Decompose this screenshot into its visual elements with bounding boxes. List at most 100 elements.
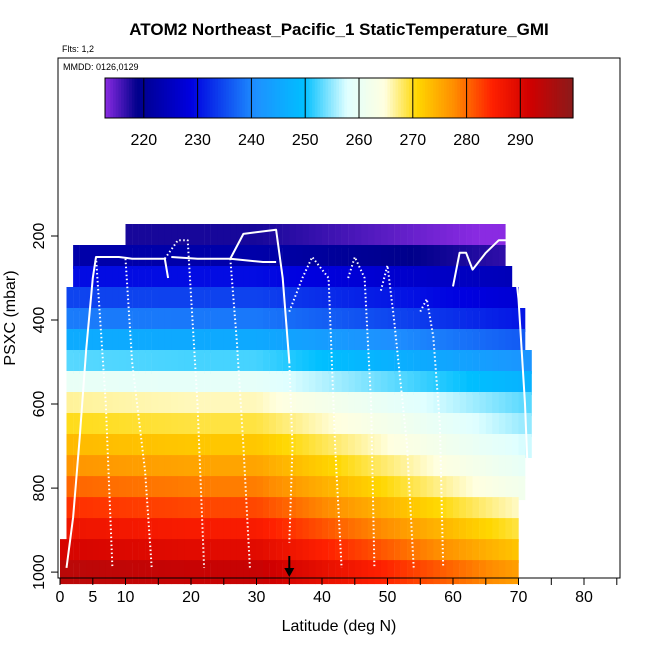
heatmap-cell xyxy=(466,518,473,543)
heatmap-cell xyxy=(295,497,303,522)
heatmap-cell xyxy=(439,560,447,585)
surface-marker-arrow xyxy=(284,556,295,577)
heatmap-cell xyxy=(315,434,323,458)
colorbar-segment xyxy=(379,78,383,118)
heatmap-cell xyxy=(341,476,349,501)
heatmap-cell xyxy=(322,476,329,501)
heatmap-cell xyxy=(387,560,395,585)
heatmap-cell xyxy=(269,392,277,416)
heatmap-cell xyxy=(420,413,428,437)
heatmap-cell xyxy=(132,329,139,353)
heatmap-cell xyxy=(380,539,388,564)
heatmap-cell xyxy=(112,287,120,311)
colorbar-segment xyxy=(559,78,563,118)
heatmap-cell xyxy=(400,266,408,290)
heatmap-cell xyxy=(217,287,224,311)
heatmap-cell xyxy=(263,497,270,522)
heatmap-cell xyxy=(348,539,355,564)
heatmap-cell xyxy=(485,560,493,585)
heatmap-cell xyxy=(243,497,251,522)
heatmap-cell xyxy=(66,539,74,564)
heatmap-cell xyxy=(348,455,355,480)
heatmap-cell xyxy=(230,266,238,290)
heatmap-cell xyxy=(466,392,473,416)
dates-note: MMDD: 0126,0129 xyxy=(63,62,139,72)
heatmap-cell xyxy=(191,392,198,416)
heatmap-cell xyxy=(328,518,336,543)
heatmap-cell xyxy=(505,371,513,395)
heatmap-cell xyxy=(459,266,467,290)
heatmap-cell xyxy=(217,392,224,416)
heatmap-cell xyxy=(518,455,526,480)
heatmap-cell xyxy=(73,560,80,585)
heatmap-cell xyxy=(505,413,513,437)
heatmap-cell xyxy=(118,329,126,353)
heatmap-cell xyxy=(407,455,414,480)
heatmap-cell xyxy=(367,539,375,564)
heatmap-cell xyxy=(204,245,211,269)
heatmap-cell xyxy=(302,539,310,564)
heatmap-cell xyxy=(413,539,421,564)
heatmap-cell xyxy=(145,266,152,290)
heatmap-cell xyxy=(145,329,152,353)
heatmap-cell xyxy=(289,392,297,416)
heatmap-cell xyxy=(387,497,395,522)
heatmap-cell xyxy=(374,224,382,248)
heatmap-cell xyxy=(433,266,441,290)
heatmap-cell xyxy=(217,539,224,564)
colorbar-segment xyxy=(239,78,243,118)
colorbar-segment xyxy=(492,78,496,118)
heatmap-cell xyxy=(243,476,251,501)
heatmap-cell xyxy=(184,434,192,458)
heatmap-cell xyxy=(256,434,264,458)
heatmap-cell xyxy=(230,308,238,332)
colorbar-segment xyxy=(325,78,329,118)
heatmap-cell xyxy=(511,497,519,522)
heatmap-cell xyxy=(479,476,486,501)
heatmap-cell xyxy=(184,224,192,248)
heatmap-cell xyxy=(446,518,454,543)
colorbar-segment xyxy=(295,78,300,118)
heatmap-cell xyxy=(472,371,480,395)
heatmap-cell xyxy=(400,497,408,522)
heatmap-cell xyxy=(263,350,270,374)
heatmap-cell xyxy=(420,350,428,374)
heatmap-cell xyxy=(66,434,74,458)
heatmap-cell xyxy=(289,245,297,269)
heatmap-cell xyxy=(249,539,257,564)
heatmap-cell xyxy=(243,455,251,480)
heatmap-cell xyxy=(184,518,192,543)
colorbar-segment xyxy=(107,78,111,118)
heatmap-cell xyxy=(118,266,126,290)
heatmap-cell xyxy=(446,329,454,353)
flight-track-line xyxy=(452,239,533,568)
heatmap-cell xyxy=(511,329,519,353)
heatmap-cell xyxy=(361,329,369,353)
heatmap-cell xyxy=(236,560,244,585)
heatmap-cell xyxy=(112,476,120,501)
heatmap-cell xyxy=(361,224,369,248)
heatmap-cell xyxy=(335,329,342,353)
heatmap-cell xyxy=(249,413,257,437)
colorbar-tick-label: 260 xyxy=(346,132,373,149)
heatmap-cell xyxy=(374,518,382,543)
heatmap-cell xyxy=(348,497,355,522)
heatmap-cell xyxy=(210,413,218,437)
heatmap-cell xyxy=(328,497,336,522)
heatmap-cell xyxy=(426,434,434,458)
heatmap-cell xyxy=(223,245,231,269)
heatmap-cell xyxy=(400,329,408,353)
heatmap-cell xyxy=(322,455,329,480)
heatmap-cell xyxy=(498,245,506,269)
heatmap-cell xyxy=(269,266,277,290)
heatmap-cell xyxy=(328,224,336,248)
heatmap-cell xyxy=(439,392,447,416)
heatmap-cell xyxy=(479,266,486,290)
heatmap-cell xyxy=(472,476,480,501)
heatmap-cell xyxy=(387,539,395,564)
heatmap-cell xyxy=(387,371,395,395)
colorbar-segment xyxy=(330,78,335,118)
heatmap-cell xyxy=(413,476,421,501)
heatmap-cell xyxy=(230,539,238,564)
heatmap-cell xyxy=(433,413,441,437)
